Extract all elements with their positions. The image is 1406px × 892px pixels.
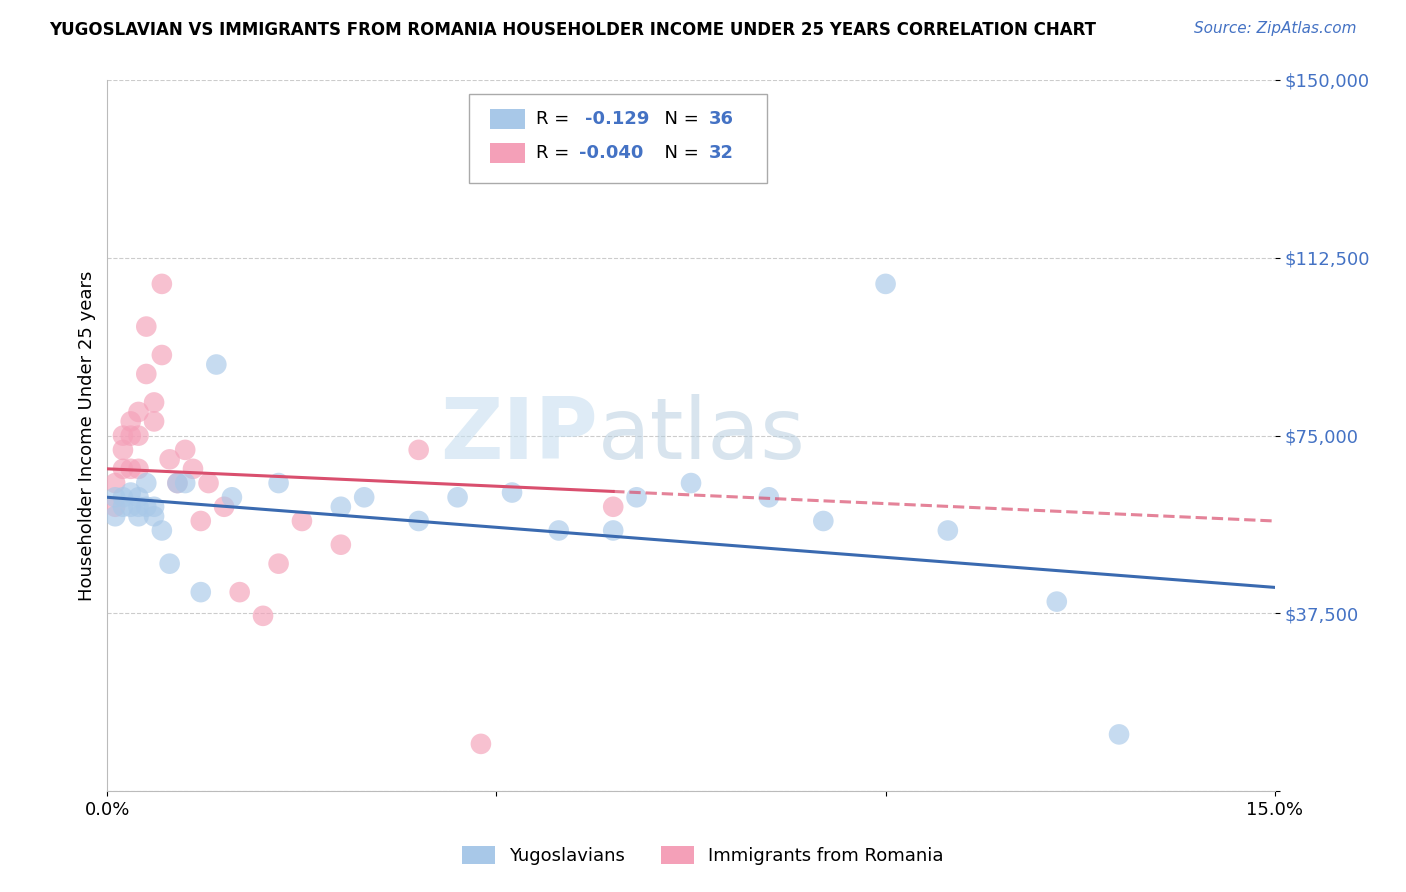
Point xyxy=(111,428,134,442)
Point xyxy=(190,514,212,528)
Text: atlas: atlas xyxy=(598,394,806,477)
Point xyxy=(875,277,897,291)
Point xyxy=(221,490,243,504)
Text: Source: ZipAtlas.com: Source: ZipAtlas.com xyxy=(1194,21,1357,36)
Point xyxy=(120,500,142,514)
Text: -0.129: -0.129 xyxy=(585,110,650,128)
Point xyxy=(104,490,127,504)
FancyBboxPatch shape xyxy=(491,109,526,129)
Point xyxy=(128,405,150,419)
Text: N =: N = xyxy=(652,110,704,128)
Point xyxy=(190,585,212,599)
Point xyxy=(135,500,157,514)
Point xyxy=(150,348,173,362)
Point xyxy=(174,476,197,491)
Point xyxy=(936,524,959,538)
Point xyxy=(111,442,134,457)
Point xyxy=(813,514,835,528)
Point xyxy=(267,557,290,571)
Point xyxy=(252,608,274,623)
Point xyxy=(143,414,166,428)
Text: N =: N = xyxy=(652,145,704,162)
Text: 32: 32 xyxy=(709,145,734,162)
Point xyxy=(501,485,523,500)
Point xyxy=(135,476,157,491)
Point xyxy=(135,367,157,381)
Point xyxy=(267,476,290,491)
Point xyxy=(111,462,134,476)
Point xyxy=(135,319,157,334)
Point xyxy=(104,500,127,514)
Point xyxy=(111,490,134,504)
Point xyxy=(602,524,624,538)
Point xyxy=(104,476,127,491)
Point xyxy=(120,414,142,428)
Text: R =: R = xyxy=(536,145,575,162)
Point xyxy=(329,500,352,514)
Point xyxy=(150,524,173,538)
Point xyxy=(150,277,173,291)
Point xyxy=(291,514,314,528)
Point xyxy=(408,514,430,528)
Y-axis label: Householder Income Under 25 years: Householder Income Under 25 years xyxy=(79,270,96,601)
Point xyxy=(128,509,150,524)
Point xyxy=(212,500,235,514)
Legend: Yugoslavians, Immigrants from Romania: Yugoslavians, Immigrants from Romania xyxy=(456,838,950,872)
Point xyxy=(120,462,142,476)
Point xyxy=(166,476,188,491)
Point xyxy=(128,490,150,504)
Point xyxy=(1046,594,1069,608)
Point xyxy=(547,524,569,538)
Point xyxy=(470,737,492,751)
Point xyxy=(626,490,648,504)
Text: 36: 36 xyxy=(709,110,734,128)
Point xyxy=(128,500,150,514)
Point xyxy=(197,476,219,491)
Point xyxy=(446,490,468,504)
Point xyxy=(159,557,181,571)
Point xyxy=(128,462,150,476)
Point xyxy=(166,476,188,491)
Point xyxy=(159,452,181,467)
Point xyxy=(205,358,228,372)
Point xyxy=(143,509,166,524)
Text: R =: R = xyxy=(536,110,581,128)
Point xyxy=(228,585,250,599)
Point xyxy=(1108,727,1130,741)
Text: -0.040: -0.040 xyxy=(579,145,644,162)
Point xyxy=(329,538,352,552)
Point xyxy=(679,476,702,491)
FancyBboxPatch shape xyxy=(491,144,526,163)
Point xyxy=(602,500,624,514)
Point xyxy=(128,428,150,442)
Point xyxy=(104,509,127,524)
Point xyxy=(143,395,166,409)
Point xyxy=(111,500,134,514)
Point xyxy=(408,442,430,457)
Point xyxy=(353,490,375,504)
Text: YUGOSLAVIAN VS IMMIGRANTS FROM ROMANIA HOUSEHOLDER INCOME UNDER 25 YEARS CORRELA: YUGOSLAVIAN VS IMMIGRANTS FROM ROMANIA H… xyxy=(49,21,1097,38)
Point xyxy=(758,490,780,504)
Point xyxy=(120,428,142,442)
Point xyxy=(181,462,204,476)
Point xyxy=(174,442,197,457)
Point xyxy=(143,500,166,514)
Text: ZIP: ZIP xyxy=(440,394,598,477)
Point xyxy=(120,485,142,500)
FancyBboxPatch shape xyxy=(470,95,766,183)
